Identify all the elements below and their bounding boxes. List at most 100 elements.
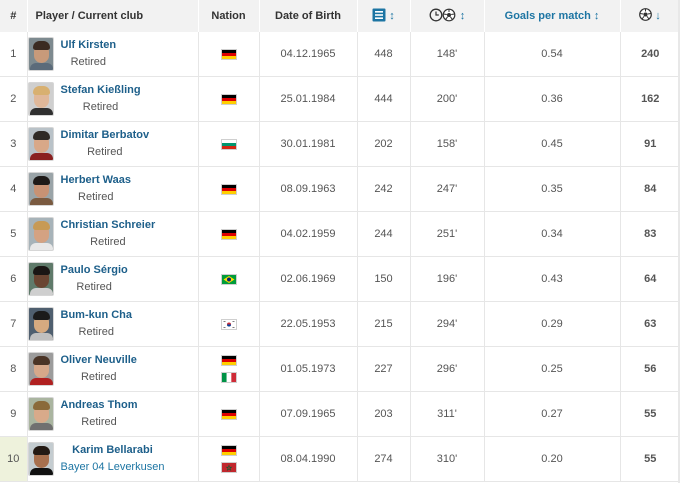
goals-per-match-cell: 0.34	[484, 211, 621, 257]
player-cell: Dimitar Berbatov Retired	[27, 121, 199, 167]
scrollbar[interactable]	[678, 0, 680, 483]
current-club[interactable]: Bayer 04 Leverkusen	[60, 461, 165, 473]
table-row: 4 Herbert Waas Retired 08.09.1963 242 24…	[0, 166, 680, 212]
player-name-link[interactable]: Ulf Kirsten	[60, 39, 117, 51]
player-name-link[interactable]: Herbert Waas	[60, 174, 132, 186]
nation-cell	[198, 32, 260, 77]
goals-per-match-cell: 0.36	[484, 76, 621, 122]
appearances-icon	[372, 8, 386, 25]
rank-cell: 4	[0, 166, 28, 212]
nation-cell	[198, 166, 260, 212]
player-cell: Christian Schreier Retired	[27, 211, 199, 257]
minutes-per-goal-cell: 310'	[410, 436, 485, 482]
avatar[interactable]	[27, 82, 54, 116]
goals-per-match-cell: 0.35	[484, 166, 621, 212]
rank-cell: 9	[0, 391, 28, 437]
header-nation: Nation	[198, 0, 260, 32]
table-row: 3 Dimitar Berbatov Retired 30.01.1981 20…	[0, 121, 680, 167]
avatar[interactable]	[27, 127, 54, 161]
goals-cell[interactable]: 240	[620, 32, 680, 77]
player-cell: Bum-kun Cha Retired	[27, 301, 199, 347]
goals-cell[interactable]: 162	[620, 76, 680, 122]
header-player: Player / Current club	[27, 0, 199, 32]
goals-cell[interactable]: 55	[620, 391, 680, 437]
appearances-cell[interactable]: 448	[357, 32, 411, 77]
player-name-link[interactable]: Bum-kun Cha	[60, 309, 133, 321]
player-cell: Herbert Waas Retired	[27, 166, 199, 212]
player-name-link[interactable]: Paulo Sérgio	[60, 264, 128, 276]
dob-cell: 07.09.1965	[259, 391, 358, 437]
goals-cell[interactable]: 64	[620, 256, 680, 302]
goals-cell[interactable]: 55	[620, 436, 680, 482]
goals-per-match-cell: 0.29	[484, 301, 621, 347]
nation-cell	[198, 256, 260, 302]
appearances-cell[interactable]: 274	[357, 436, 411, 482]
avatar[interactable]	[27, 172, 54, 206]
header-appearances[interactable]: ↕	[357, 0, 411, 32]
player-name-link[interactable]: Stefan Kießling	[60, 84, 141, 96]
avatar[interactable]	[27, 442, 54, 476]
header-goals-per-match[interactable]: Goals per match ↕	[484, 0, 621, 32]
header-goals[interactable]: ↓	[620, 0, 680, 32]
germany-flag-icon	[220, 93, 237, 105]
appearances-cell[interactable]: 242	[357, 166, 411, 212]
nation-cell	[198, 76, 260, 122]
goals-cell[interactable]: 84	[620, 166, 680, 212]
player-cell: Karim Bellarabi Bayer 04 Leverkusen	[27, 436, 199, 482]
minutes-per-goal-cell: 200'	[410, 76, 485, 122]
appearances-cell[interactable]: 244	[357, 211, 411, 257]
dob-cell: 30.01.1981	[259, 121, 358, 167]
player-name-link[interactable]: Karim Bellarabi	[72, 444, 153, 456]
player-name-link[interactable]: Christian Schreier	[60, 219, 156, 231]
nation-cell	[198, 121, 260, 167]
player-name-link[interactable]: Dimitar Berbatov	[60, 129, 150, 141]
rank-cell: 3	[0, 121, 28, 167]
goals-cell[interactable]: 83	[620, 211, 680, 257]
rank-cell: 8	[0, 346, 28, 392]
goals-per-match-cell: 0.54	[484, 32, 621, 77]
table-row: 7 Bum-kun Cha Retired 22.05.1953 215 294…	[0, 301, 680, 347]
rank-cell: 1	[0, 32, 28, 77]
avatar[interactable]	[27, 307, 54, 341]
minutes-per-goal-cell: 296'	[410, 346, 485, 392]
dob-cell: 02.06.1969	[259, 256, 358, 302]
appearances-cell[interactable]: 227	[357, 346, 411, 392]
avatar[interactable]	[27, 217, 54, 251]
table-row: 5 Christian Schreier Retired 04.02.1959 …	[0, 211, 680, 257]
player-name-link[interactable]: Andreas Thom	[60, 399, 138, 411]
minutes-per-goal-icon	[429, 8, 457, 25]
current-club: Retired	[80, 371, 117, 383]
appearances-cell[interactable]: 150	[357, 256, 411, 302]
avatar[interactable]	[27, 397, 54, 431]
player-name-link[interactable]: Oliver Neuville	[60, 354, 137, 366]
goals-per-match-cell: 0.25	[484, 346, 621, 392]
avatar[interactable]	[27, 37, 54, 71]
appearances-cell[interactable]: 444	[357, 76, 411, 122]
avatar[interactable]	[27, 352, 54, 386]
goals-cell[interactable]: 63	[620, 301, 680, 347]
appearances-cell[interactable]: 202	[357, 121, 411, 167]
goals-cell[interactable]: 91	[620, 121, 680, 167]
morocco-flag-icon	[220, 462, 237, 473]
player-cell: Ulf Kirsten Retired	[27, 32, 199, 77]
header-dob: Date of Birth	[259, 0, 358, 32]
dob-cell: 04.12.1965	[259, 32, 358, 77]
minutes-per-goal-cell: 196'	[410, 256, 485, 302]
current-club: Retired	[78, 191, 114, 203]
dob-cell: 04.02.1959	[259, 211, 358, 257]
goals-per-match-cell: 0.45	[484, 121, 621, 167]
appearances-cell[interactable]: 215	[357, 301, 411, 347]
table-row: 2 Stefan Kießling Retired 25.01.1984 444…	[0, 76, 680, 122]
goals-cell[interactable]: 56	[620, 346, 680, 392]
avatar[interactable]	[27, 262, 54, 296]
goals-per-match-cell: 0.43	[484, 256, 621, 302]
current-club: Retired	[87, 146, 123, 158]
dob-cell: 25.01.1984	[259, 76, 358, 122]
appearances-cell[interactable]: 203	[357, 391, 411, 437]
bulgaria-flag-icon	[220, 138, 237, 150]
korea-flag-icon	[220, 318, 237, 330]
header-minutes-per-goal[interactable]: ↕	[410, 0, 485, 32]
minutes-per-goal-cell: 148'	[410, 32, 485, 77]
nation-cell	[198, 301, 260, 347]
